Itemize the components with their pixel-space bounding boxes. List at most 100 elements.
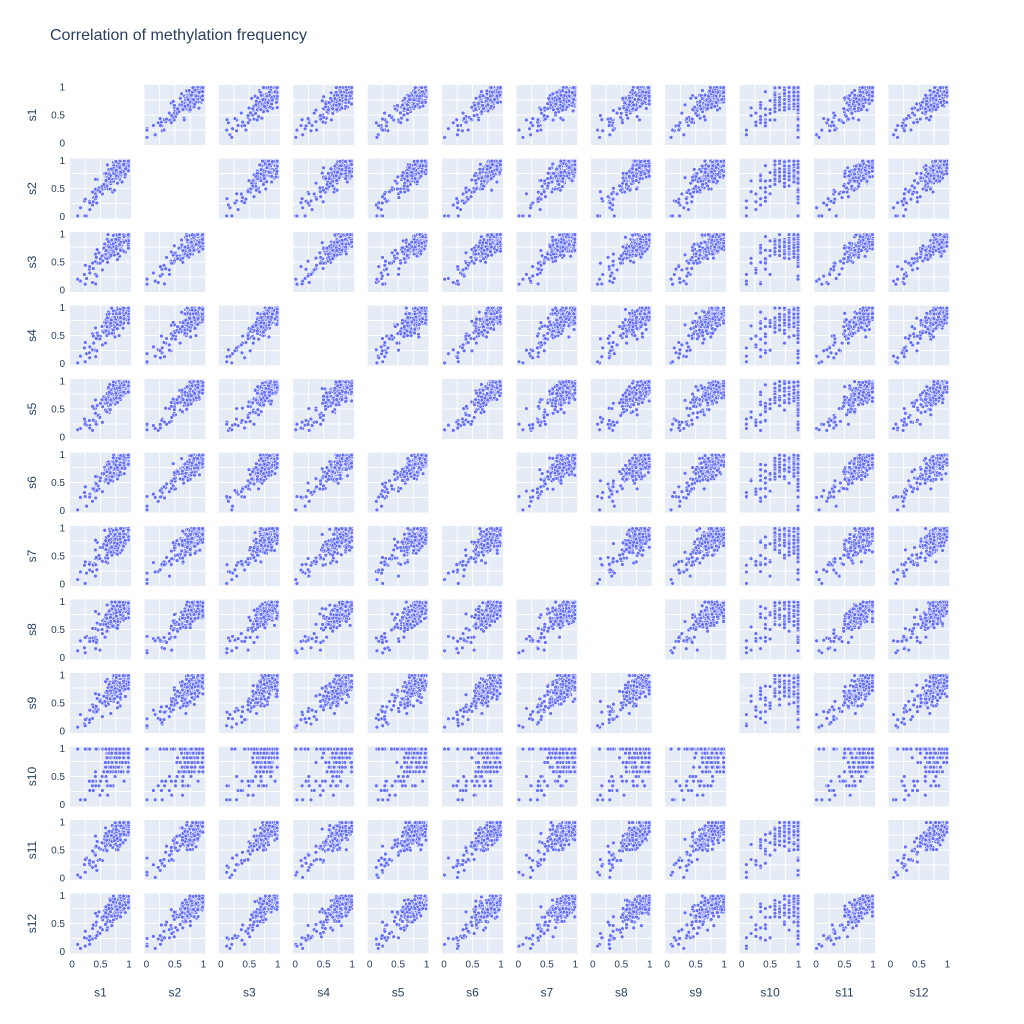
- data-point: [842, 107, 846, 111]
- data-point: [787, 86, 791, 90]
- panel-s1-vs-s9: [665, 85, 726, 145]
- data-point: [235, 129, 239, 133]
- data-point: [903, 129, 907, 133]
- data-point: [707, 94, 711, 98]
- data-point: [625, 108, 629, 112]
- data-point: [271, 98, 275, 102]
- data-point: [848, 94, 852, 98]
- panel-s1-vs-s3: [219, 85, 280, 145]
- data-point: [573, 93, 577, 97]
- data-point: [456, 128, 460, 132]
- data-point: [402, 113, 406, 117]
- panel-s2-vs-s1: [70, 159, 131, 219]
- data-point: [165, 117, 169, 121]
- data-point: [265, 94, 269, 98]
- data-point: [88, 208, 92, 212]
- data-point: [396, 104, 400, 108]
- data-point: [180, 92, 184, 96]
- data-point: [405, 103, 409, 107]
- data-point: [847, 117, 851, 121]
- data-point: [647, 86, 651, 90]
- data-point: [329, 96, 333, 100]
- data-point: [638, 94, 642, 98]
- panel-s1-vs-s7: [516, 85, 577, 145]
- data-point: [83, 214, 87, 218]
- data-point: [493, 98, 497, 102]
- data-point: [854, 97, 858, 101]
- data-point: [197, 106, 201, 110]
- data-point: [421, 90, 425, 94]
- data-point: [295, 128, 299, 132]
- data-point: [319, 114, 323, 118]
- data-point: [551, 92, 555, 96]
- data-point: [401, 103, 405, 107]
- data-point: [486, 103, 490, 107]
- data-point: [145, 136, 149, 140]
- data-point: [547, 96, 551, 100]
- data-point: [745, 128, 749, 132]
- data-point: [318, 186, 322, 190]
- data-point: [104, 172, 108, 176]
- data-point: [344, 105, 348, 109]
- data-point: [773, 93, 777, 97]
- data-point: [682, 133, 686, 137]
- data-point: [225, 128, 229, 132]
- data-point: [243, 201, 247, 205]
- data-point: [539, 128, 543, 132]
- data-point: [627, 103, 631, 107]
- data-point: [703, 118, 707, 122]
- data-point: [246, 190, 250, 194]
- data-point: [116, 181, 120, 185]
- panel-s1-vs-s12: [888, 85, 949, 145]
- data-point: [552, 108, 556, 112]
- data-point: [896, 124, 900, 128]
- data-point: [628, 96, 632, 100]
- data-point: [680, 111, 684, 115]
- data-point: [796, 94, 800, 98]
- data-point: [896, 136, 900, 140]
- data-point: [669, 136, 673, 140]
- data-point: [418, 105, 422, 109]
- data-point: [677, 124, 681, 128]
- data-point: [271, 160, 275, 164]
- data-point: [254, 112, 258, 116]
- data-point: [265, 166, 269, 170]
- data-point: [768, 112, 772, 116]
- data-point: [244, 128, 248, 132]
- data-point: [531, 124, 535, 128]
- data-point: [329, 91, 333, 95]
- data-point: [451, 121, 455, 125]
- data-point: [915, 102, 919, 106]
- data-point: [399, 121, 403, 125]
- data-point: [932, 105, 936, 109]
- data-point: [477, 118, 481, 122]
- data-point: [778, 108, 782, 112]
- data-point: [900, 124, 904, 128]
- data-point: [598, 136, 602, 140]
- data-point: [466, 128, 470, 132]
- data-point: [254, 188, 258, 192]
- data-point: [939, 101, 943, 105]
- data-point: [152, 124, 156, 128]
- data-point: [420, 86, 424, 90]
- data-point: [321, 200, 325, 204]
- data-point: [230, 136, 234, 140]
- data-point: [601, 129, 605, 133]
- data-point: [606, 117, 610, 121]
- data-point: [694, 96, 698, 100]
- data-point: [783, 102, 787, 106]
- data-point: [945, 100, 949, 104]
- data-point: [275, 100, 279, 104]
- data-point: [531, 117, 535, 121]
- data-point: [716, 90, 720, 94]
- data-point: [231, 127, 235, 131]
- data-point: [677, 128, 681, 132]
- data-point: [764, 124, 768, 128]
- data-point: [399, 111, 403, 115]
- data-point: [796, 128, 800, 132]
- data-point: [327, 108, 331, 112]
- data-point: [714, 94, 718, 98]
- data-point: [350, 102, 354, 106]
- data-point: [489, 105, 493, 109]
- data-point: [608, 133, 612, 137]
